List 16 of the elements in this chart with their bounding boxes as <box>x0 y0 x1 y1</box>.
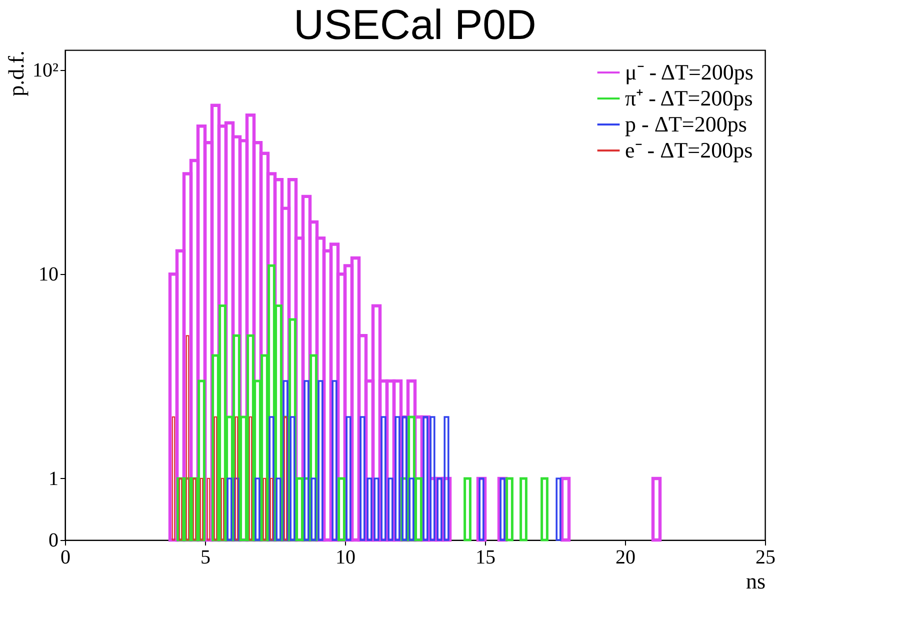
legend-label: e⁻ - ΔT=200ps <box>625 138 753 162</box>
x-tick-label: 10 <box>336 546 356 568</box>
x-tick-label: 5 <box>200 546 210 568</box>
x-tick-label: 20 <box>616 546 636 568</box>
y-tick-label: 0 <box>48 530 58 552</box>
chart-title: USECal P0D <box>294 1 536 48</box>
y-axis-title: p.d.f. <box>4 50 29 96</box>
y-tick-label: 10 <box>38 264 58 286</box>
x-axis-title: ns <box>746 568 766 594</box>
legend-label: π⁺ - ΔT=200ps <box>625 86 753 110</box>
legend-label: μ⁻ - ΔT=200ps <box>625 60 754 84</box>
legend-label: p - ΔT=200ps <box>625 112 747 136</box>
x-tick-label: 15 <box>476 546 496 568</box>
y-tick-label: 1 <box>48 468 58 490</box>
x-tick-label: 25 <box>756 546 776 568</box>
y-tick-label: 10² <box>32 59 58 82</box>
